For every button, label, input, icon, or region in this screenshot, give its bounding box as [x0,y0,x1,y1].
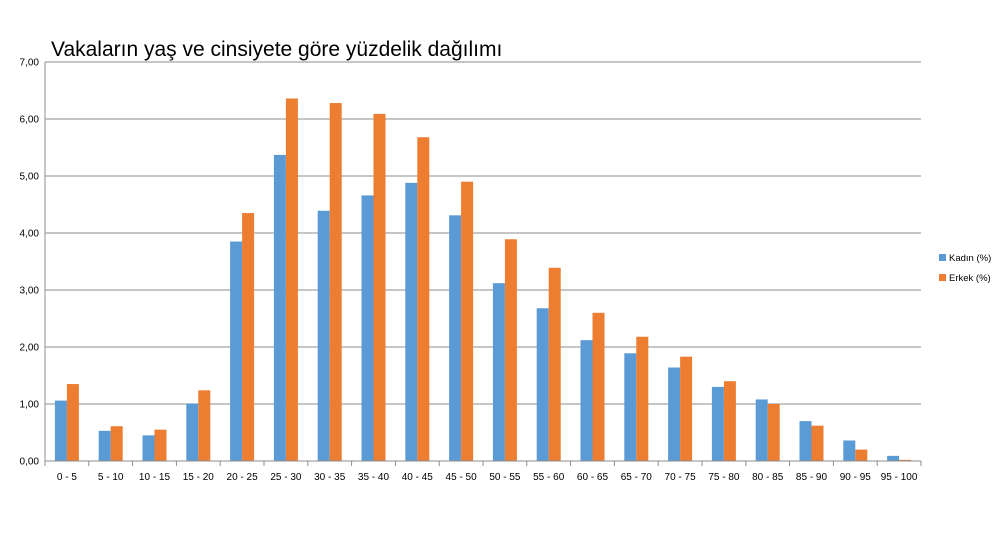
x-tick-label: 15 - 20 [183,472,215,483]
bar-erkek [723,381,736,461]
legend-swatch [939,254,946,261]
gridlines [45,61,921,405]
x-tick-label: 95 - 100 [881,472,918,483]
legend-label: Erkek (%) [949,273,991,284]
bar-kadin [755,399,768,461]
y-tick-label: 1,00 [20,400,40,411]
bar-kadin [887,455,900,461]
bar-erkek [373,113,386,462]
y-tick-label: 3,00 [20,286,40,297]
y-tick-label: 6,00 [20,115,40,126]
x-tick-label: 90 - 95 [840,472,872,483]
axes: 0,00 1,00 2,00 3,00 4,00 5,00 6,00 7,00 0 - 5 5 -… [20,58,922,483]
x-tick-label: 40 - 45 [402,472,434,483]
x-tick-label: 75 - 80 [708,472,740,483]
x-tick-label: 10 - 15 [139,472,171,483]
bar-kadin [405,182,418,461]
y-tick-label: 5,00 [20,172,40,183]
x-tick-label: 80 - 85 [752,472,784,483]
legend: Kadın (%) Erkek (%) [939,253,991,284]
chart-title: Vakaların yaş ve cinsiyete göre yüzdelik… [51,38,502,61]
y-tick-label: 0,00 [20,457,40,468]
x-tick-label: 70 - 75 [665,472,697,483]
bar-erkek [285,98,298,461]
legend-label: Kadın (%) [949,253,991,264]
bar-erkek [110,426,123,461]
x-tick-label: 85 - 90 [796,472,828,483]
x-tick-label: 25 - 30 [270,472,302,483]
bar-kadin [142,435,155,461]
bar-kadin [317,210,330,461]
bar-kadin [361,195,374,461]
bar-erkek [811,425,824,461]
x-tick-label: 20 - 25 [227,472,259,483]
x-tick-label: 55 - 60 [533,472,565,483]
bar-erkek [767,404,780,461]
bar-erkek [154,429,167,461]
bar-erkek [680,356,693,461]
y-tick-label: 2,00 [20,343,40,354]
x-tick-label: 60 - 65 [577,472,609,483]
bar-kadin [449,215,462,461]
legend-swatch [939,274,946,281]
bar-erkek [242,213,255,461]
bar-erkek [198,390,211,461]
bar-kadin [492,283,505,461]
bar-erkek [417,137,430,462]
bar-kadin [843,440,856,461]
bar-erkek [855,449,868,461]
bar-kadin [799,421,812,461]
bar-kadin [54,400,67,461]
bar-kadin [536,308,549,461]
bar-erkek [66,384,79,461]
bar-kadin [624,353,637,461]
bar-erkek [461,181,474,461]
x-tick-label: 35 - 40 [358,472,390,483]
bar-kadin [711,386,724,461]
bar-kadin [668,367,681,461]
x-tick-label: 5 - 10 [98,472,124,483]
x-tick-label: 65 - 70 [621,472,653,483]
bar-kadin [98,430,111,461]
y-tick-label: 7,00 [20,58,40,69]
x-tick-label: 30 - 35 [314,472,346,483]
x-tick-label: 0 - 5 [57,472,77,483]
bar-erkek [592,312,605,461]
x-tick-label: 50 - 55 [489,472,521,483]
bars [54,98,912,462]
bar-kadin [186,403,199,461]
bar-erkek [504,239,517,461]
y-tick-label: 4,00 [20,229,40,240]
bar-kadin [580,340,593,461]
bar-erkek [329,103,342,461]
x-tick-label: 45 - 50 [446,472,478,483]
bar-kadin [230,241,243,461]
bar-erkek [899,459,912,461]
bar-kadin [273,154,286,461]
bar-erkek [548,267,561,461]
bar-erkek [636,336,649,461]
